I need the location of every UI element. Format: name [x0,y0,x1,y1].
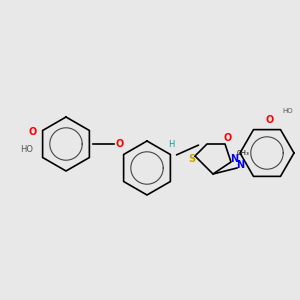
Text: S: S [188,154,196,164]
Text: N: N [236,160,244,170]
Text: O: O [116,139,124,149]
Text: CH₃: CH₃ [237,150,249,156]
Text: O: O [224,133,232,143]
Text: O: O [266,115,274,125]
Text: N: N [230,154,238,164]
Text: O: O [29,127,37,137]
Text: HO: HO [282,108,292,114]
Text: H: H [168,140,174,149]
Text: HO: HO [20,146,34,154]
